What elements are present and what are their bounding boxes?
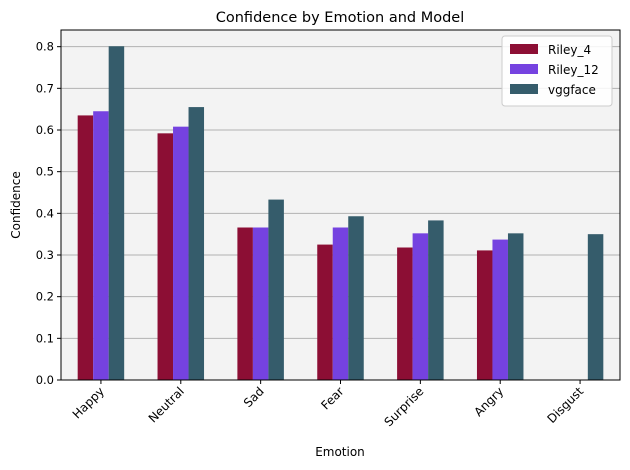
x-tick-label: Angry bbox=[471, 384, 506, 419]
x-tick-label: Fear bbox=[318, 384, 346, 412]
bar-riley-4-neutral bbox=[157, 133, 174, 380]
legend-label: Riley_4 bbox=[548, 43, 591, 57]
legend-swatch bbox=[510, 64, 538, 74]
y-tick-label: 0.0 bbox=[36, 373, 54, 387]
bars bbox=[77, 46, 604, 381]
y-axis-label: Confidence bbox=[9, 171, 23, 238]
y-tick-label: 0.2 bbox=[36, 290, 54, 304]
bar-riley-12-neutral bbox=[173, 126, 189, 381]
bar-riley-4-fear bbox=[317, 244, 333, 380]
bar-vggface-sad bbox=[268, 199, 284, 380]
legend-swatch bbox=[510, 84, 538, 94]
x-tick-label: Neutral bbox=[146, 384, 187, 425]
x-axis: Happy Neutral Sad Fear Surprise Angry Disgust bbox=[70, 380, 586, 429]
y-tick-label: 0.4 bbox=[36, 206, 54, 220]
y-tick-label: 0.1 bbox=[36, 331, 54, 345]
bar-riley-12-happy bbox=[93, 111, 109, 380]
y-tick-label: 0.3 bbox=[36, 248, 54, 262]
bar-riley-12-surprise bbox=[412, 233, 429, 380]
bar-riley-12-sad bbox=[252, 227, 269, 380]
legend-label: vggface bbox=[548, 83, 596, 97]
x-tick-label: Happy bbox=[70, 384, 107, 421]
bar-riley-12-fear bbox=[332, 227, 349, 380]
bar-vggface-angry bbox=[507, 233, 524, 380]
bar-vggface-happy bbox=[108, 46, 125, 380]
y-axis: 0.0 0.1 0.2 0.3 0.4 0.5 0.6 0.7 0.8 bbox=[36, 40, 61, 387]
y-tick-label: 0.6 bbox=[36, 123, 54, 137]
x-tick-label: Disgust bbox=[544, 384, 586, 426]
bar-riley-12-angry bbox=[492, 239, 508, 380]
bar-vggface-neutral bbox=[188, 107, 205, 380]
x-tick-label: Surprise bbox=[381, 384, 426, 429]
bar-vggface-fear bbox=[348, 216, 364, 380]
bar-riley-4-angry bbox=[476, 250, 493, 380]
x-axis-label: Emotion bbox=[315, 445, 365, 459]
bar-riley-4-surprise bbox=[397, 247, 413, 380]
x-tick-label: Sad bbox=[241, 384, 267, 410]
y-tick-label: 0.5 bbox=[36, 165, 54, 179]
legend-label: Riley_12 bbox=[548, 63, 599, 77]
bar-vggface-surprise bbox=[428, 220, 444, 380]
bar-riley-4-sad bbox=[237, 227, 253, 380]
y-tick-label: 0.8 bbox=[36, 40, 54, 54]
chart-title: Confidence by Emotion and Model bbox=[216, 10, 465, 26]
y-tick-label: 0.7 bbox=[36, 81, 54, 95]
bar-vggface-disgust bbox=[587, 234, 604, 380]
bar-riley-4-happy bbox=[77, 115, 94, 381]
legend-swatch bbox=[510, 44, 538, 54]
